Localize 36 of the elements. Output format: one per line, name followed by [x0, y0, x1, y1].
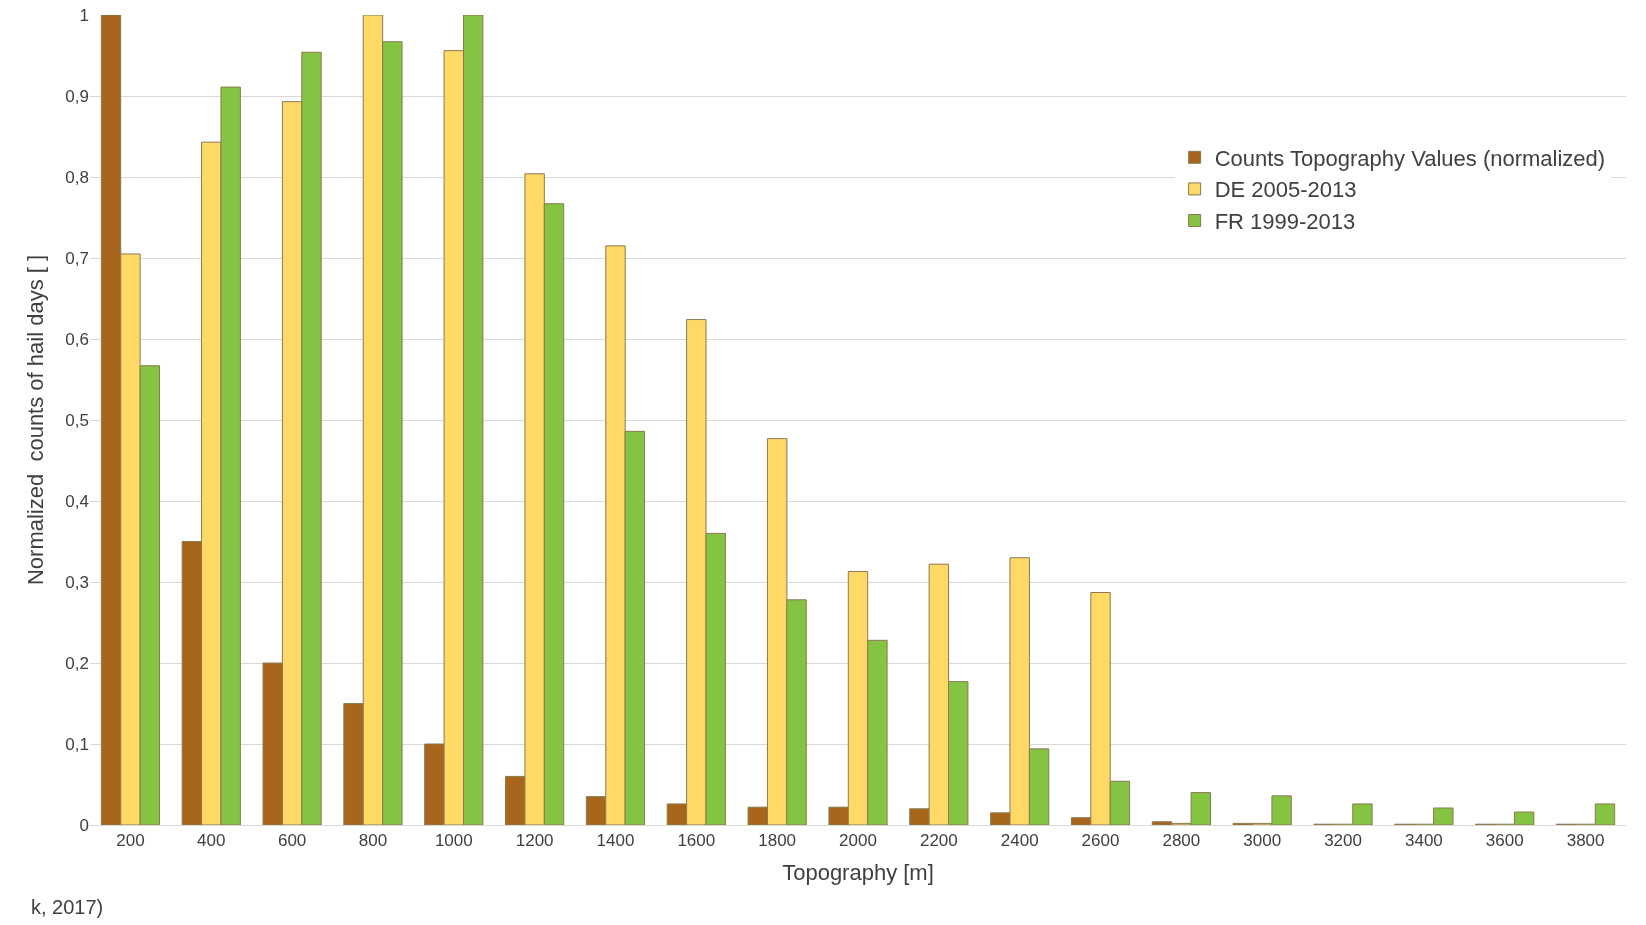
y-tick-label: 0	[79, 815, 89, 835]
x-tick-label: 3800	[1566, 831, 1605, 851]
legend-label: Counts Topography Values (normalized)	[1214, 145, 1606, 171]
y-axis-title: Normalized counts of hail days [ ]	[23, 254, 49, 586]
x-tick-label: 1400	[596, 831, 635, 851]
x-tick-label: 400	[197, 831, 226, 851]
text: k, 2017)	[31, 896, 104, 918]
x-tick-label: 1200	[515, 831, 554, 851]
x-tick-label: 3400	[1404, 831, 1443, 851]
x-tick-label: 3000	[1243, 831, 1282, 851]
x-tick-label: 800	[358, 831, 388, 851]
x-tick-label: 1800	[758, 831, 797, 851]
y-tick-label: 1	[79, 5, 89, 25]
x-tick-label: 200	[116, 831, 145, 851]
x-tick-label: 2400	[1000, 831, 1039, 851]
y-tick-label: 0,7	[65, 248, 89, 268]
x-tick-label: 2800	[1162, 831, 1201, 851]
legend-label: FR 1999-2013	[1214, 209, 1356, 235]
x-tick-label: 600	[277, 831, 307, 851]
y-tick-label: 0,8	[65, 167, 89, 187]
y-tick-label: 0,4	[65, 491, 89, 511]
x-tick-label: 3200	[1324, 831, 1362, 851]
x-tick-label: 2600	[1081, 831, 1120, 851]
y-tick-label: 0,5	[65, 410, 89, 430]
x-axis-title: Topography [m]	[782, 860, 934, 886]
y-tick-label: 0,2	[65, 653, 89, 673]
y-tick-label: 0,9	[65, 86, 89, 106]
x-tick-label: 1000	[434, 831, 473, 851]
y-tick-label: 0,1	[65, 734, 89, 754]
y-tick-label: 0,3	[65, 572, 89, 592]
legend-label: DE 2005-2013	[1214, 177, 1357, 203]
x-tick-label: 3600	[1485, 831, 1524, 851]
x-tick-label: 2200	[919, 831, 958, 851]
y-tick-label: 0,6	[65, 329, 89, 349]
x-tick-label: 2000	[839, 831, 877, 851]
x-tick-label: 1600	[677, 831, 716, 851]
